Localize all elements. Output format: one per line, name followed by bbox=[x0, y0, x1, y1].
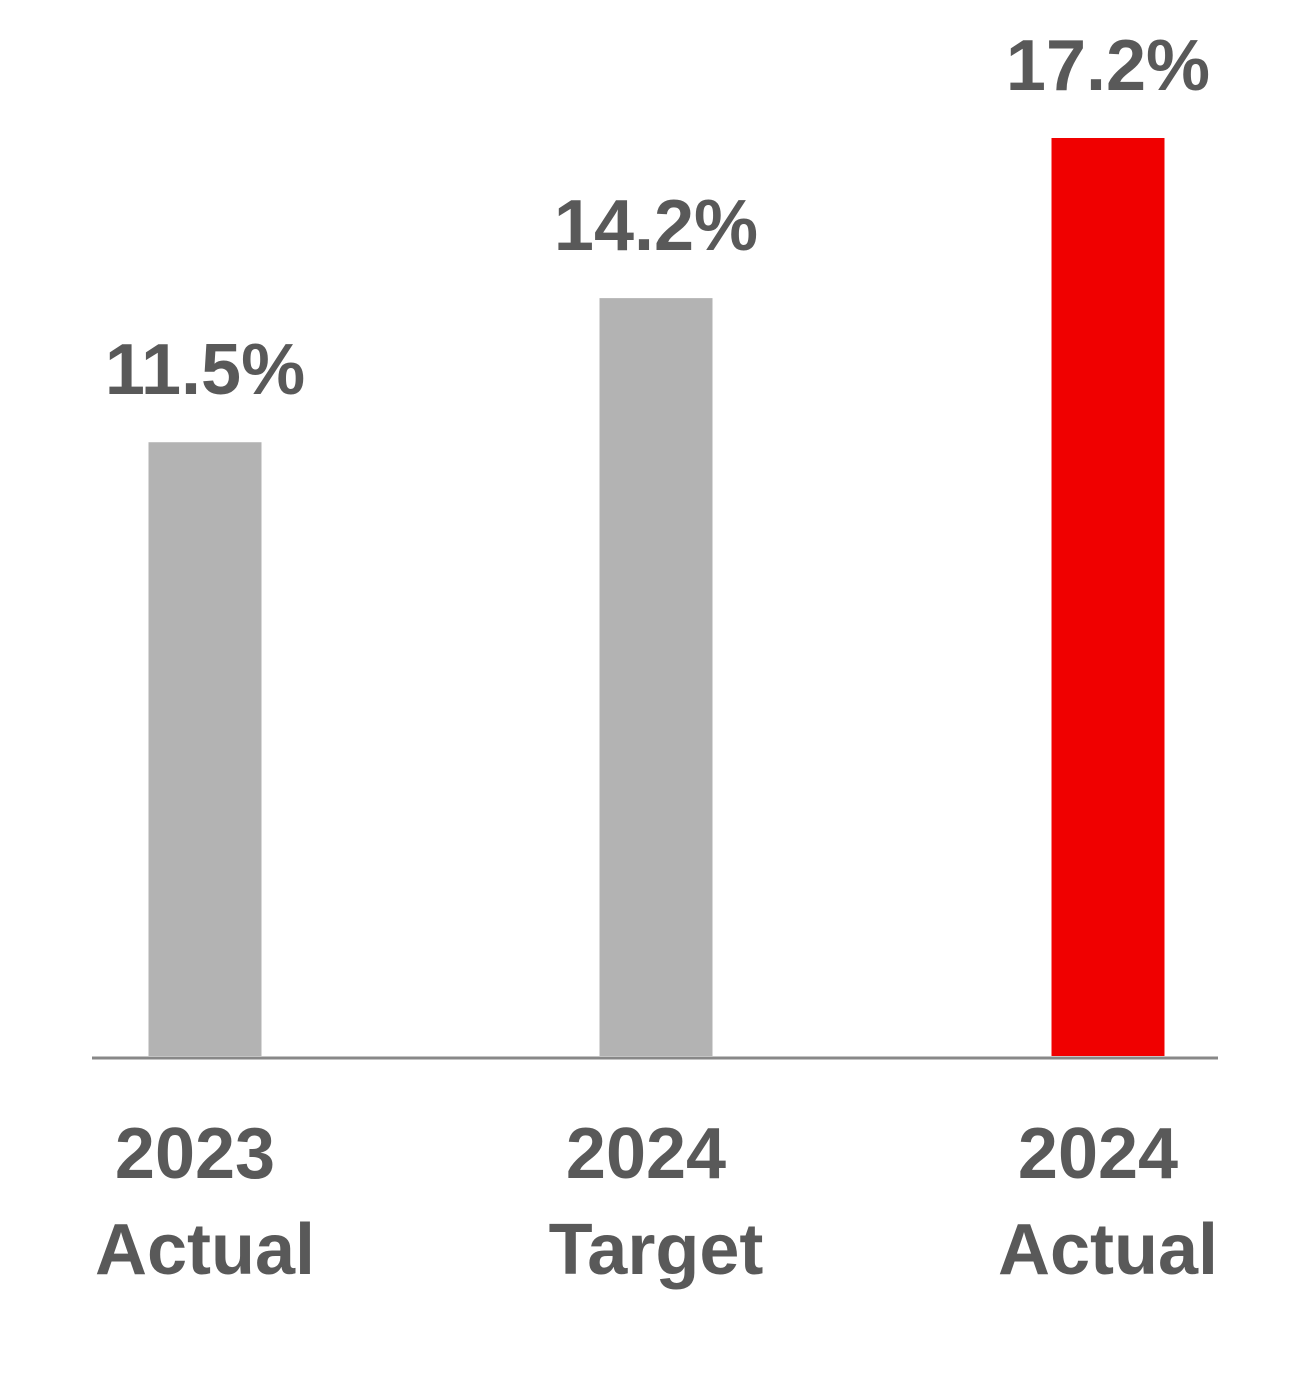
value-label: 17.2% bbox=[1006, 26, 1210, 106]
x-tick-label: 2024 bbox=[1018, 1114, 1178, 1194]
bar bbox=[148, 442, 262, 1056]
bar bbox=[1051, 138, 1165, 1056]
value-label: 11.5% bbox=[105, 330, 305, 410]
x-tick-label: 2024 bbox=[566, 1114, 726, 1194]
x-tick-label: Actual bbox=[95, 1210, 315, 1290]
value-label: 14.2% bbox=[554, 186, 758, 266]
bar bbox=[599, 298, 713, 1056]
x-tick-label: Actual bbox=[998, 1210, 1218, 1290]
x-tick-label: 2023 bbox=[115, 1114, 275, 1194]
x-tick-label: Target bbox=[549, 1210, 764, 1290]
